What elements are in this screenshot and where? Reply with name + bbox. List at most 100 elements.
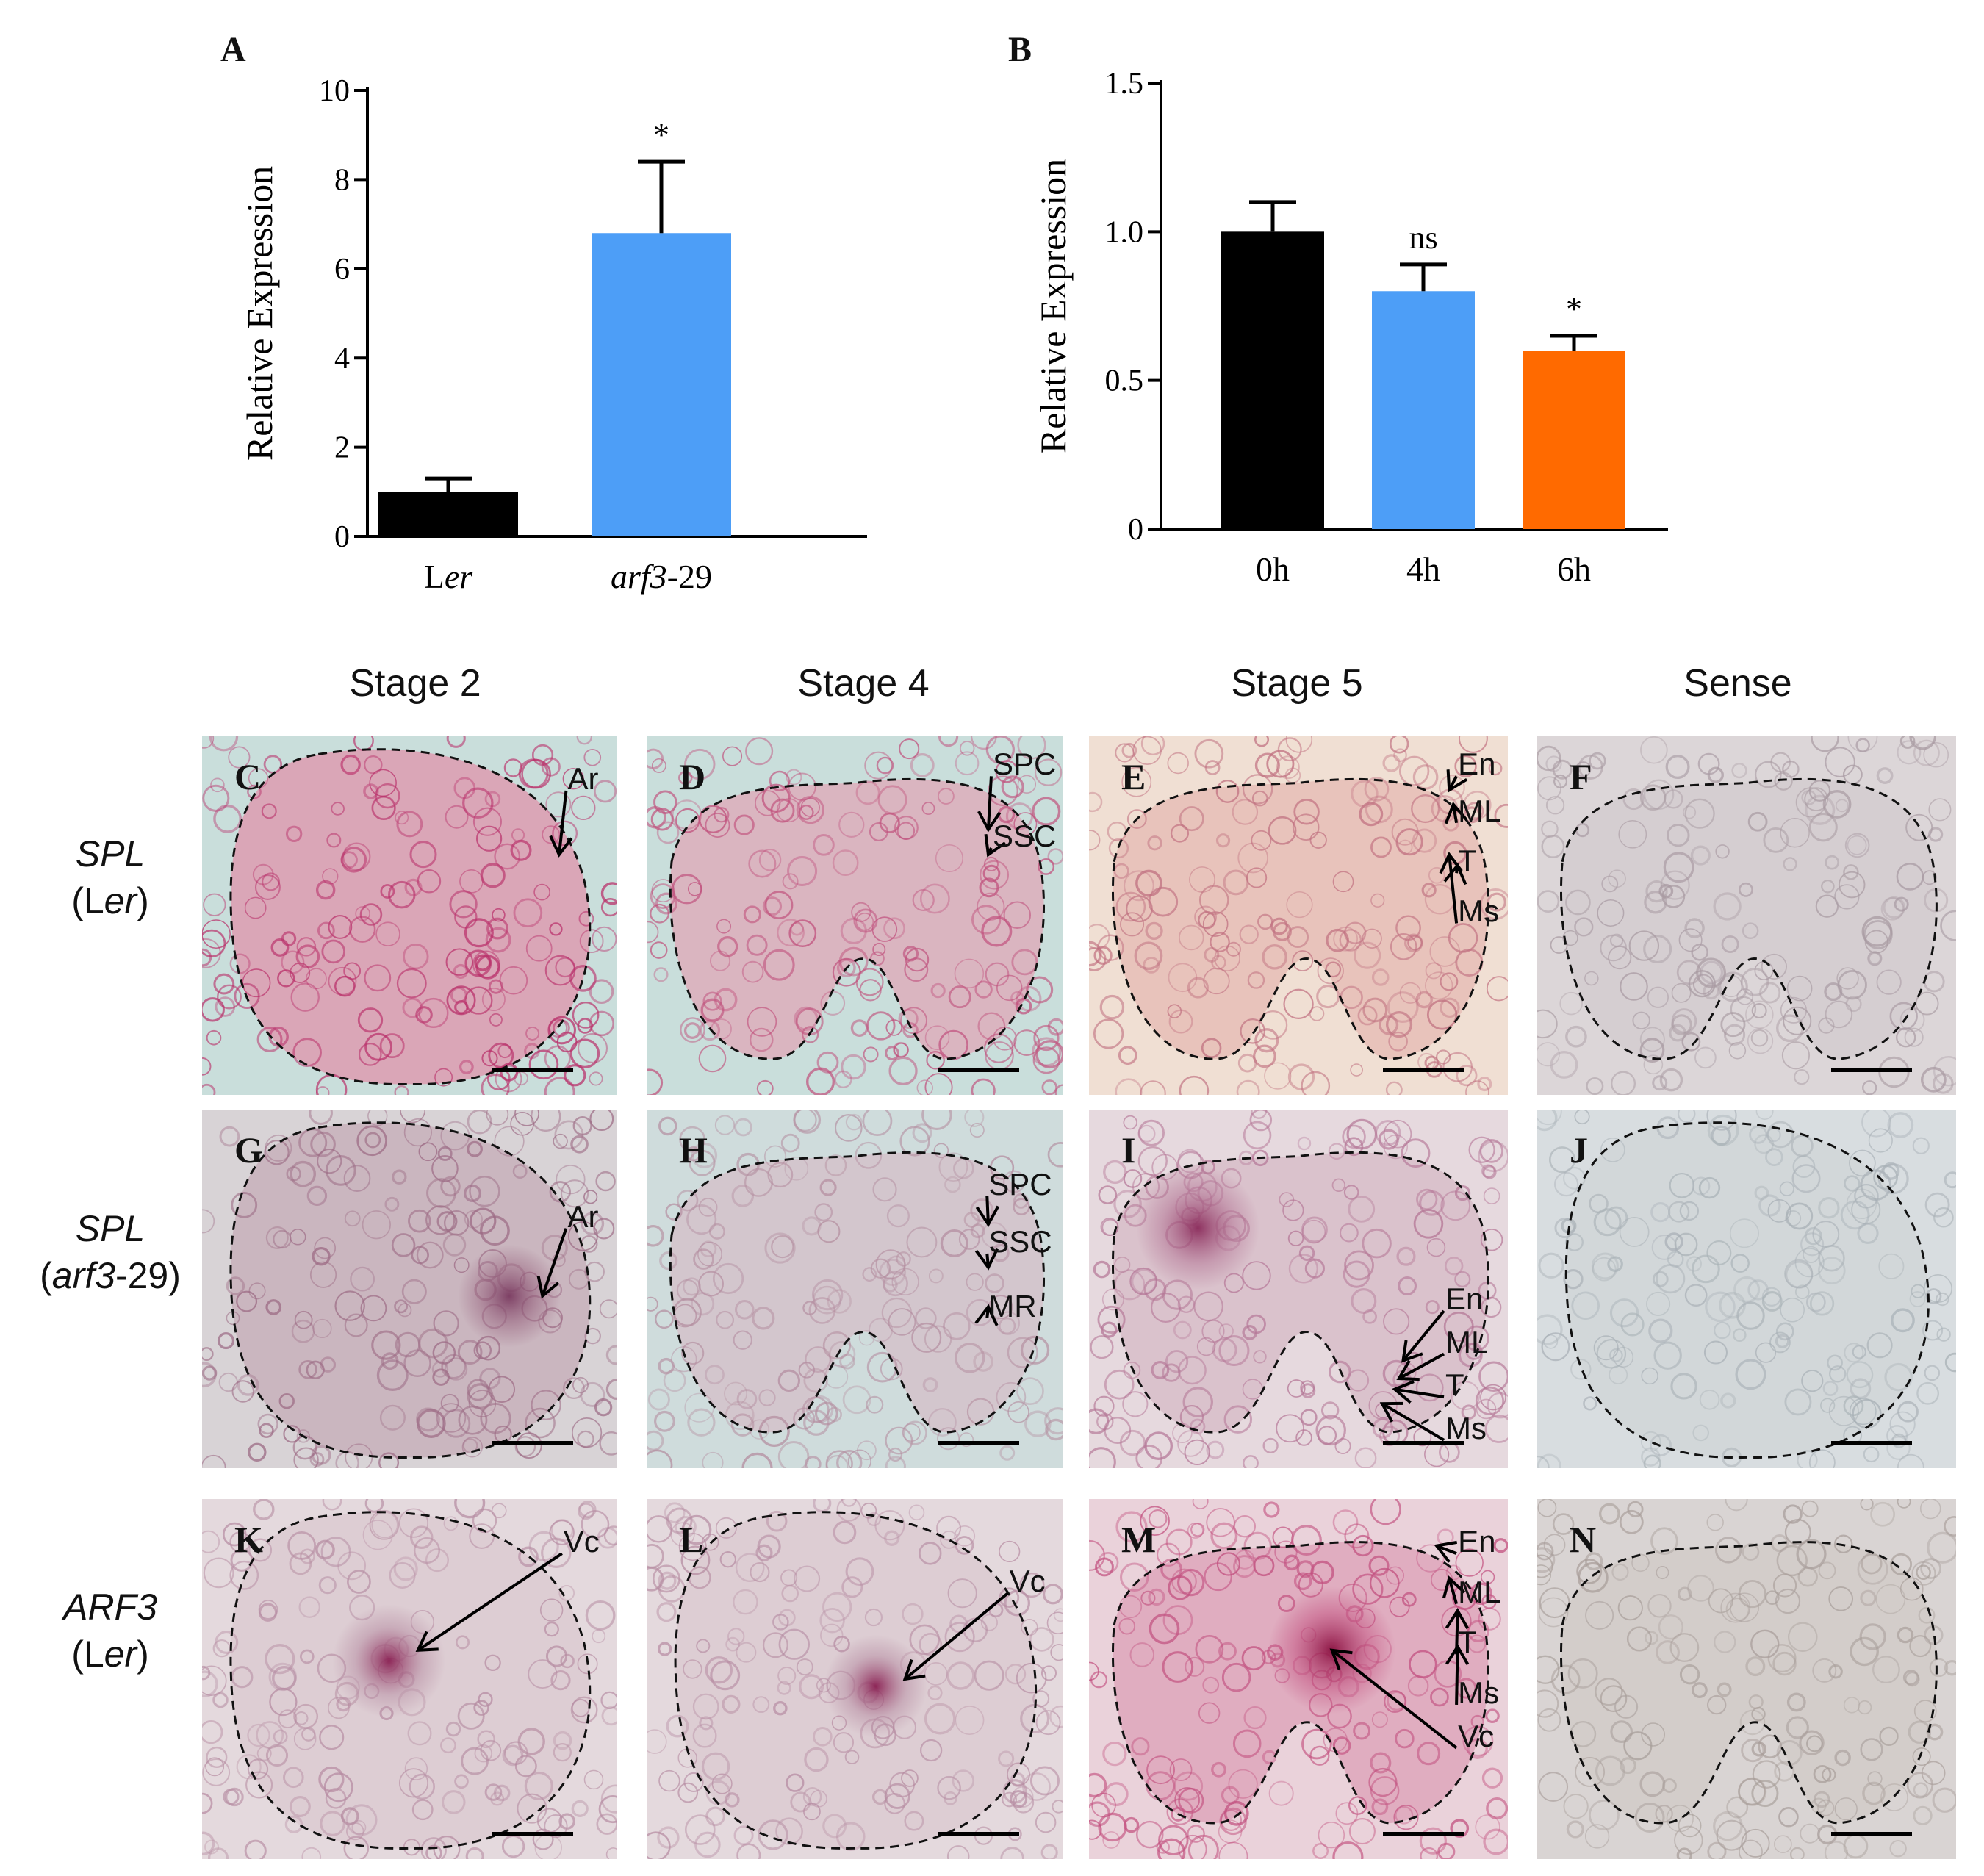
cell (1656, 1264, 1686, 1294)
y-tick-label: 1.0 (1105, 215, 1144, 249)
cell (1455, 1548, 1484, 1577)
cell (395, 1331, 421, 1358)
cell (1861, 1553, 1883, 1575)
cell (486, 917, 508, 940)
cell (479, 1368, 501, 1390)
cell (1882, 1162, 1900, 1180)
cell (1332, 1736, 1351, 1755)
cell (480, 1402, 511, 1434)
cell (1859, 1623, 1886, 1650)
cell (1451, 1381, 1481, 1411)
cell (1195, 1634, 1224, 1664)
cell (1148, 1588, 1165, 1606)
cell (1114, 1269, 1146, 1301)
cell (775, 1817, 803, 1846)
cell (1776, 1545, 1808, 1577)
cell (790, 1791, 811, 1813)
cell (1035, 1040, 1063, 1069)
cell (884, 1793, 905, 1814)
cell (999, 1587, 1020, 1608)
arrow-line (1451, 804, 1459, 824)
cell (1247, 971, 1265, 989)
arrow-head (1329, 1648, 1353, 1670)
cell (973, 1351, 994, 1372)
cell (1849, 1149, 1876, 1177)
cell (1421, 883, 1437, 898)
bar (1372, 291, 1475, 529)
cell (1179, 1075, 1210, 1095)
cell (1678, 1586, 1692, 1602)
cell (970, 736, 997, 750)
cell (1348, 1818, 1376, 1845)
cell (1889, 1002, 1918, 1031)
cell (1132, 736, 1162, 765)
cell (1425, 1300, 1440, 1315)
cell (647, 1296, 658, 1312)
cell (844, 1750, 860, 1765)
cell (1815, 894, 1839, 918)
cell (432, 1368, 450, 1386)
cell (474, 954, 492, 971)
cell (658, 1357, 675, 1375)
cell (974, 980, 993, 999)
cell (362, 1210, 391, 1240)
cell (1913, 1782, 1929, 1797)
cell (1120, 1562, 1149, 1592)
cell (647, 1831, 671, 1859)
cell (1331, 1178, 1346, 1193)
cell (1297, 1136, 1312, 1151)
cell (1312, 1842, 1329, 1859)
cell (919, 883, 950, 914)
cell (1369, 1567, 1400, 1598)
cell (1332, 871, 1354, 893)
cell (735, 1553, 765, 1583)
annotation-label: Ms (1458, 894, 1500, 929)
cell (845, 1557, 874, 1586)
cell (1262, 944, 1287, 970)
cell (725, 1636, 741, 1652)
cell (449, 890, 478, 919)
cell (461, 1437, 483, 1458)
significance-label: ns (1409, 220, 1437, 256)
cell (1439, 775, 1465, 801)
cell (924, 1325, 952, 1353)
cell (802, 1787, 822, 1806)
cell (1390, 932, 1417, 960)
cell (1897, 1626, 1914, 1644)
cell (1001, 775, 1024, 799)
cell (1384, 1690, 1406, 1713)
micrograph-image (202, 736, 617, 1095)
cell (1780, 818, 1810, 848)
cell (963, 1212, 980, 1228)
cell (1598, 1503, 1620, 1525)
cell (293, 1703, 319, 1729)
panel-letter-a: A (220, 30, 246, 69)
cell (657, 1826, 680, 1849)
cell (1800, 1232, 1825, 1257)
cell (1828, 1586, 1854, 1611)
cell (692, 1723, 717, 1748)
cell (655, 892, 678, 915)
cell (1747, 1027, 1774, 1054)
cell (928, 1408, 957, 1437)
cell (1478, 1361, 1508, 1392)
cell (980, 1614, 998, 1631)
cell (904, 1811, 924, 1831)
cell (467, 1379, 489, 1401)
cell (1801, 1370, 1824, 1392)
cell (1932, 1787, 1956, 1813)
cell (1919, 1499, 1941, 1520)
cell (217, 1332, 235, 1350)
cell (1840, 1200, 1870, 1230)
cell (1226, 941, 1241, 957)
cell (1920, 1066, 1947, 1093)
cell (1140, 1080, 1166, 1095)
cell (702, 991, 722, 1011)
cell (1905, 1671, 1920, 1687)
cell (1775, 1334, 1790, 1348)
cell (1538, 1772, 1569, 1803)
cell (1692, 1424, 1710, 1442)
cell (1677, 1110, 1696, 1124)
cell (847, 1449, 871, 1468)
cell (1575, 761, 1592, 777)
